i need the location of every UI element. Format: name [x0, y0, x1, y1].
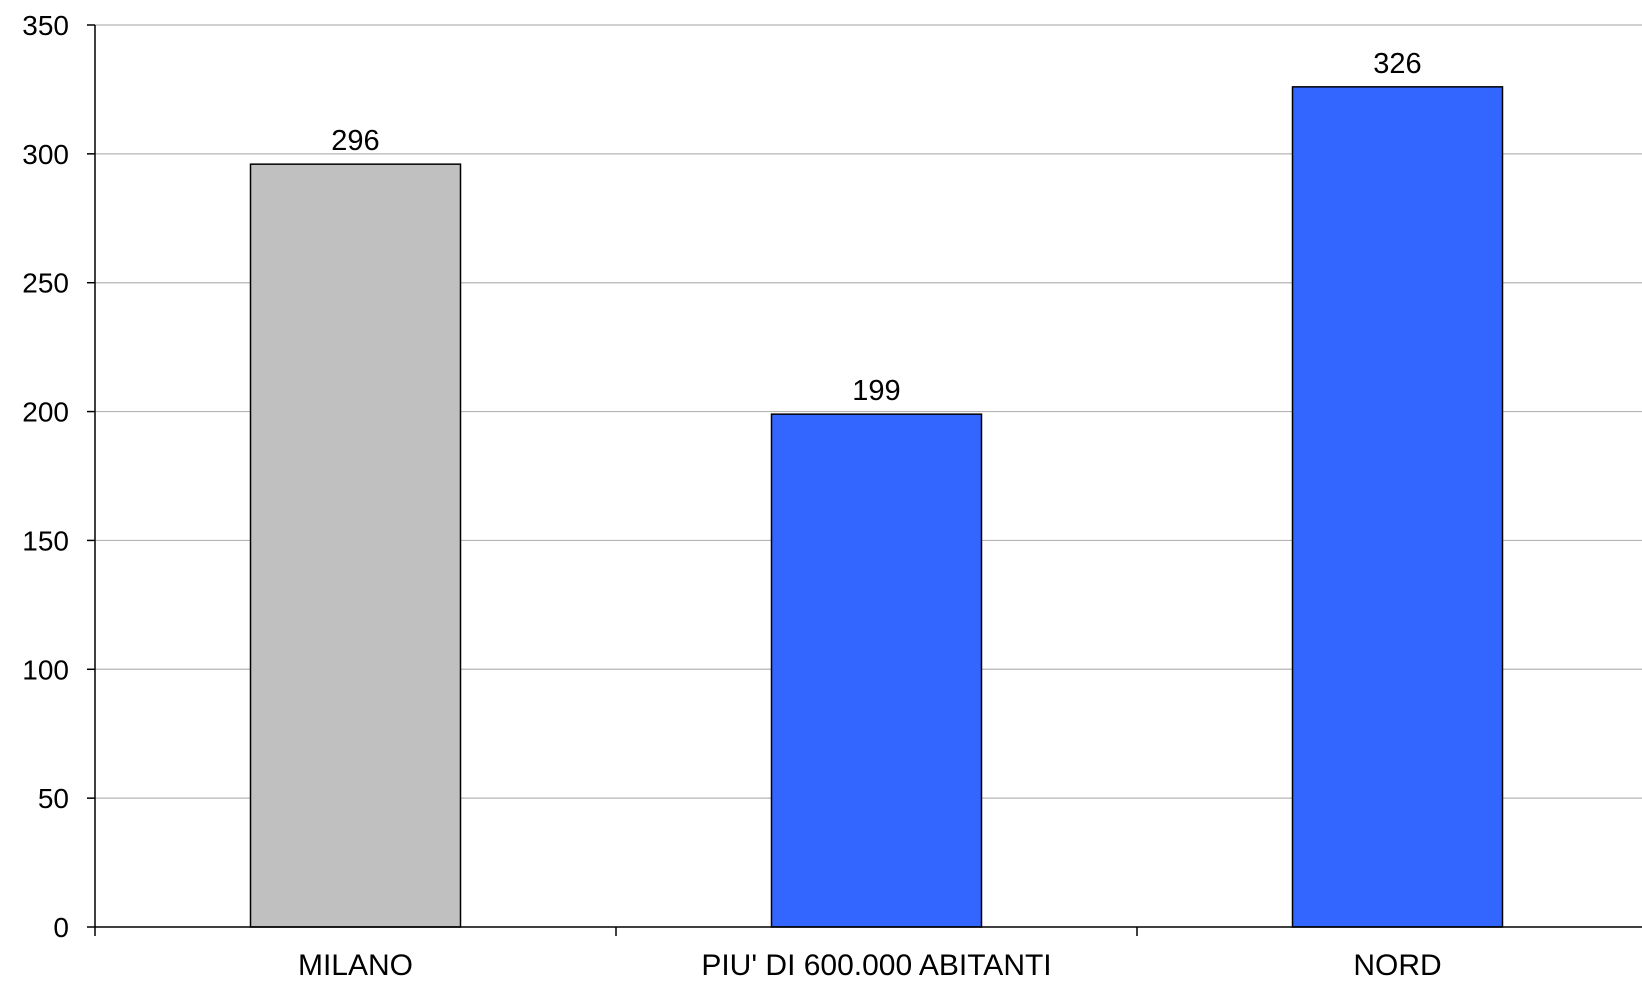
data-label: 326: [1373, 48, 1421, 80]
data-label: 296: [331, 125, 379, 157]
y-tick-label: 300: [22, 139, 69, 170]
y-tick-label: 50: [38, 783, 69, 814]
bar-0: [249, 163, 462, 928]
y-tick-label: 250: [22, 268, 69, 299]
bar-2: [1291, 86, 1504, 928]
labels: 0 50 100 150 200 250 300 350 296 MILANO 199 PIU' DI…: [22, 10, 1441, 982]
y-tick-label: 0: [53, 912, 69, 943]
axes: [87, 24, 1642, 936]
bars: [249, 86, 1504, 928]
y-tick-label: 100: [22, 654, 69, 685]
y-tick-label: 350: [22, 10, 69, 41]
y-tick-label: 200: [22, 397, 69, 428]
data-label: 199: [852, 375, 900, 407]
x-category-label: PIU' DI 600.000 ABITANTI: [701, 949, 1051, 982]
x-category-label: MILANO: [298, 949, 413, 982]
y-tick-label: 150: [22, 525, 69, 556]
bar-1: [770, 413, 983, 928]
x-category-label: NORD: [1353, 949, 1441, 982]
